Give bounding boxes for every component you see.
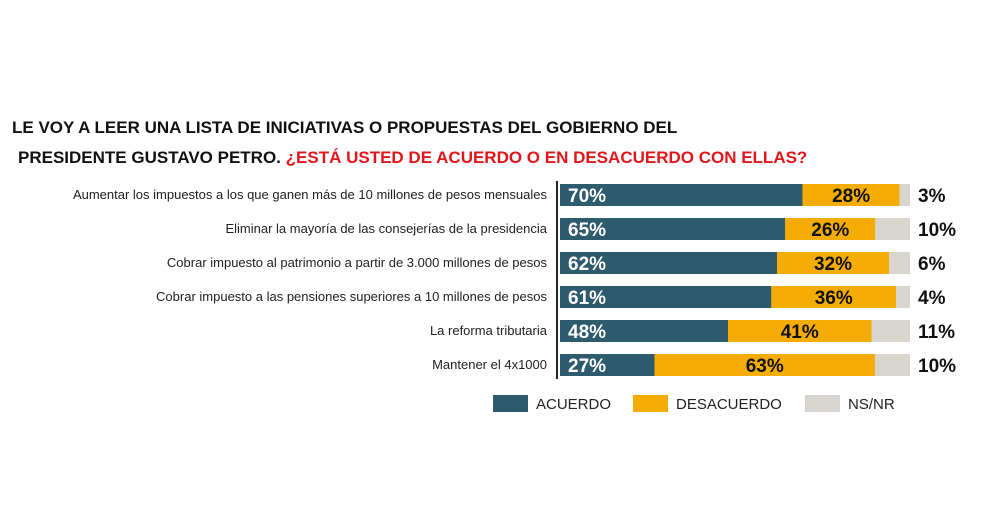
value-label-desacuerdo: 32%	[814, 254, 852, 275]
value-label-nsnr: 6%	[918, 254, 946, 275]
bar-acuerdo	[560, 184, 803, 206]
bar-acuerdo	[560, 218, 786, 240]
legend-label: ACUERDO	[536, 396, 611, 413]
value-label-nsnr: 11%	[918, 322, 955, 343]
bar-nsnr	[889, 252, 910, 274]
category-label: Mantener el 4x1000	[432, 357, 547, 372]
legend-swatch	[805, 395, 840, 412]
bar-acuerdo	[560, 286, 772, 308]
value-label-acuerdo: 65%	[568, 220, 606, 241]
bar-desacuerdo	[785, 218, 876, 240]
value-label-nsnr: 4%	[918, 288, 946, 309]
bar-acuerdo	[560, 252, 777, 274]
title-line-1: LE VOY A LEER UNA LISTA DE INICIATIVAS O…	[12, 118, 678, 137]
value-label-acuerdo: 70%	[568, 186, 606, 207]
legend-label: NS/NR	[848, 396, 895, 413]
legend-label: DESACUERDO	[676, 396, 782, 413]
bar-nsnr	[899, 184, 910, 206]
bar-desacuerdo	[654, 354, 875, 376]
category-label: Eliminar la mayoría de las consejerías d…	[225, 221, 547, 236]
value-label-desacuerdo: 28%	[832, 186, 870, 207]
bar-desacuerdo	[728, 320, 872, 342]
value-label-desacuerdo: 36%	[815, 288, 853, 309]
bar-acuerdo	[560, 320, 728, 342]
bar-nsnr	[871, 320, 910, 342]
title-line-2: PRESIDENTE GUSTAVO PETRO. ¿ESTÁ USTED DE…	[18, 148, 807, 168]
category-label: La reforma tributaria	[430, 323, 548, 338]
value-label-desacuerdo: 63%	[746, 356, 784, 377]
value-label-acuerdo: 27%	[568, 356, 606, 377]
bar-desacuerdo	[771, 286, 897, 308]
bar-desacuerdo	[802, 184, 900, 206]
title-black: PRESIDENTE GUSTAVO PETRO.	[18, 148, 281, 167]
value-label-nsnr: 10%	[918, 356, 956, 377]
category-label: Cobrar impuesto a las pensiones superior…	[156, 289, 547, 304]
value-label-acuerdo: 62%	[568, 254, 606, 275]
bar-nsnr	[875, 218, 910, 240]
bar-nsnr	[896, 286, 910, 308]
category-label: Cobrar impuesto al patrimonio a partir d…	[167, 255, 548, 270]
value-label-desacuerdo: 41%	[781, 322, 819, 343]
title-question: ¿ESTÁ USTED DE ACUERDO O EN DESACUERDO C…	[285, 148, 808, 167]
bar-nsnr	[875, 354, 910, 376]
bar-acuerdo	[560, 354, 655, 376]
value-label-acuerdo: 61%	[568, 288, 606, 309]
value-label-nsnr: 10%	[918, 220, 956, 241]
bar-desacuerdo	[777, 252, 889, 274]
value-label-acuerdo: 48%	[568, 322, 606, 343]
legend-swatch	[493, 395, 528, 412]
category-label: Aumentar los impuestos a los que ganen m…	[73, 187, 548, 202]
value-label-desacuerdo: 26%	[811, 220, 849, 241]
value-label-nsnr: 3%	[918, 186, 946, 207]
legend-swatch	[633, 395, 668, 412]
